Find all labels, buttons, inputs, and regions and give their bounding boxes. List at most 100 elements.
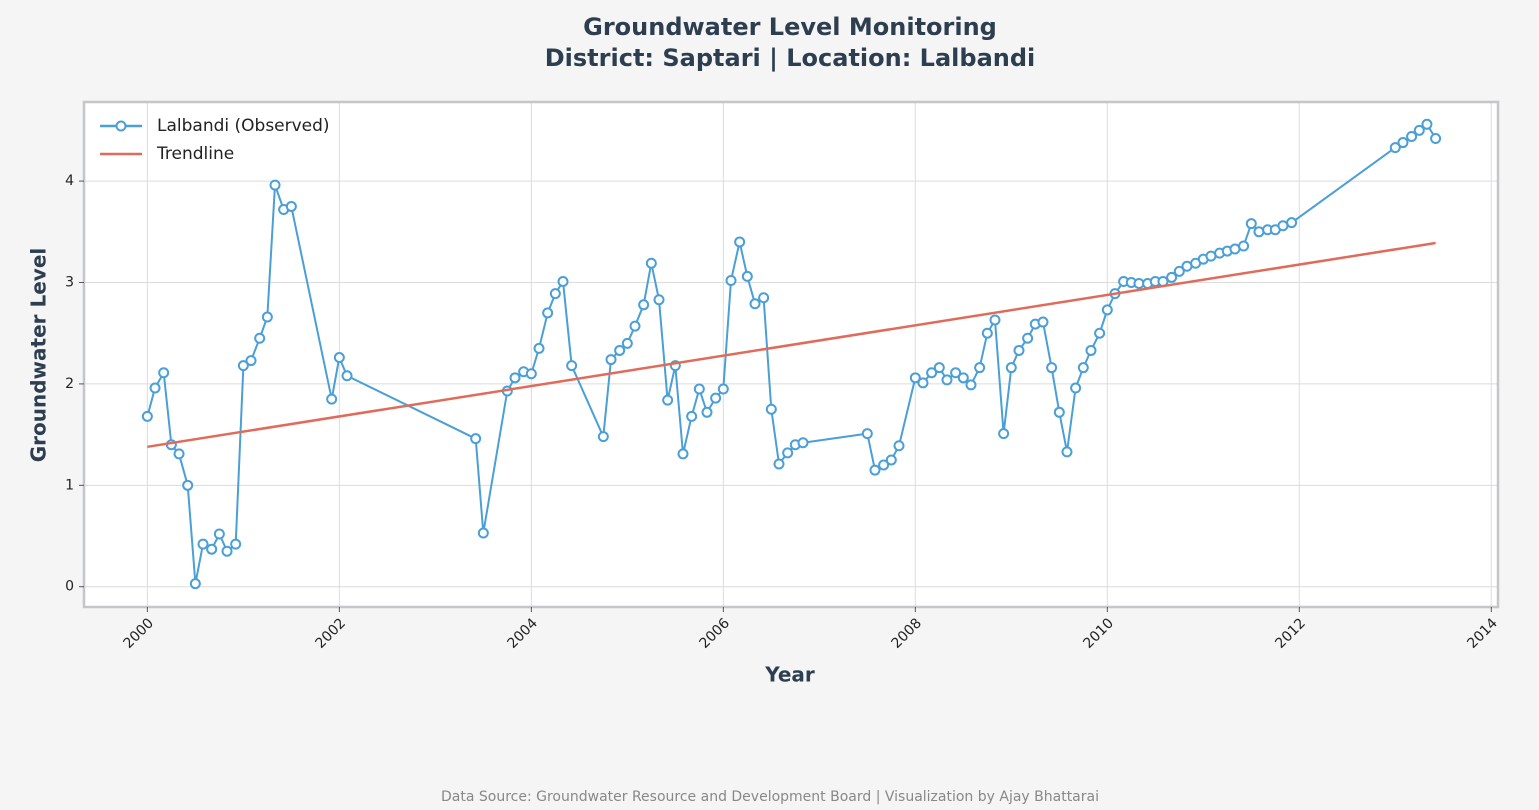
data-point xyxy=(1397,137,1409,149)
data-point xyxy=(230,538,242,550)
legend-label: Lalbandi (Observed) xyxy=(157,116,330,136)
data-point xyxy=(245,355,257,367)
data-point xyxy=(1046,362,1058,374)
data-point xyxy=(765,403,777,415)
data-point xyxy=(173,448,185,460)
plot-area xyxy=(84,102,1498,607)
data-point xyxy=(758,292,770,304)
data-point xyxy=(254,332,266,344)
data-point xyxy=(677,448,689,460)
data-point xyxy=(597,431,609,443)
data-point xyxy=(878,459,890,471)
data-point xyxy=(1013,344,1025,356)
data-point xyxy=(533,342,545,354)
data-point xyxy=(989,314,1001,326)
legend-marker xyxy=(115,120,127,132)
data-point xyxy=(1022,332,1034,344)
data-point xyxy=(861,428,873,440)
data-point xyxy=(773,458,785,470)
data-point xyxy=(1173,265,1185,277)
data-point xyxy=(965,379,977,391)
data-point xyxy=(741,270,753,282)
data-point xyxy=(725,274,737,286)
data-point xyxy=(221,545,233,557)
data-point xyxy=(237,360,249,372)
data-point xyxy=(605,354,617,366)
data-point xyxy=(1077,362,1089,374)
data-point xyxy=(1070,382,1082,394)
data-point xyxy=(326,393,338,405)
data-point xyxy=(141,410,153,422)
data-point xyxy=(542,307,554,319)
data-point xyxy=(782,447,794,459)
data-point xyxy=(717,383,729,395)
data-point xyxy=(213,528,225,540)
data-point xyxy=(909,372,921,384)
y-tick-label: 2 xyxy=(65,376,74,392)
y-tick-label: 3 xyxy=(65,275,74,291)
y-tick-label: 1 xyxy=(65,477,74,493)
data-point xyxy=(1101,304,1113,316)
data-point xyxy=(189,578,201,590)
series-line xyxy=(147,241,1436,449)
y-axis-label: Groundwater Level xyxy=(27,248,51,463)
data-point xyxy=(981,327,993,339)
data-point xyxy=(1389,142,1401,154)
data-point xyxy=(1053,406,1065,418)
data-point xyxy=(917,377,929,389)
x-axis-label: Year xyxy=(764,663,815,687)
data-point xyxy=(285,200,297,212)
data-point xyxy=(182,479,194,491)
legend-label: Trendline xyxy=(156,144,234,164)
data-point xyxy=(869,464,881,476)
data-point xyxy=(1037,316,1049,328)
data-point xyxy=(269,179,281,191)
y-tick-label: 4 xyxy=(65,173,74,189)
data-point xyxy=(749,298,761,310)
data-point xyxy=(621,337,633,349)
data-point xyxy=(1005,362,1017,374)
data-point xyxy=(1421,118,1433,130)
data-point xyxy=(933,362,945,374)
source-note: Data Source: Groundwater Resource and De… xyxy=(441,789,1099,805)
data-point xyxy=(1061,446,1073,458)
data-point xyxy=(693,383,705,395)
data-point xyxy=(1253,226,1265,238)
data-point xyxy=(957,372,969,384)
data-point xyxy=(1094,327,1106,339)
data-point xyxy=(734,236,746,248)
data-point xyxy=(941,374,953,386)
grid xyxy=(84,102,1498,607)
data-point xyxy=(333,352,345,364)
data-point xyxy=(645,257,657,269)
data-point xyxy=(149,382,161,394)
data-point xyxy=(1413,124,1425,136)
data-point xyxy=(1166,271,1178,283)
data-point xyxy=(1085,344,1097,356)
data-point xyxy=(477,527,489,539)
data-point xyxy=(950,367,962,379)
data-point xyxy=(1238,240,1250,252)
data-point xyxy=(629,320,641,332)
data-point xyxy=(341,370,353,382)
data-point xyxy=(893,440,905,452)
data-point xyxy=(638,299,650,311)
marks xyxy=(141,118,1442,590)
data-point xyxy=(662,394,674,406)
data-point xyxy=(797,437,809,449)
data-point xyxy=(701,406,713,418)
data-point xyxy=(710,392,722,404)
y-tick-label: 0 xyxy=(65,579,74,595)
data-point xyxy=(926,367,938,379)
data-point xyxy=(549,288,561,300)
data-point xyxy=(686,410,698,422)
chart-subtitle: District: Saptari | Location: Lalbandi xyxy=(545,44,1036,72)
data-point xyxy=(885,454,897,466)
data-point xyxy=(998,428,1010,440)
data-point xyxy=(197,538,209,550)
data-point xyxy=(1406,130,1418,142)
data-point xyxy=(206,543,218,555)
data-point xyxy=(1286,217,1298,229)
data-point xyxy=(525,368,537,380)
